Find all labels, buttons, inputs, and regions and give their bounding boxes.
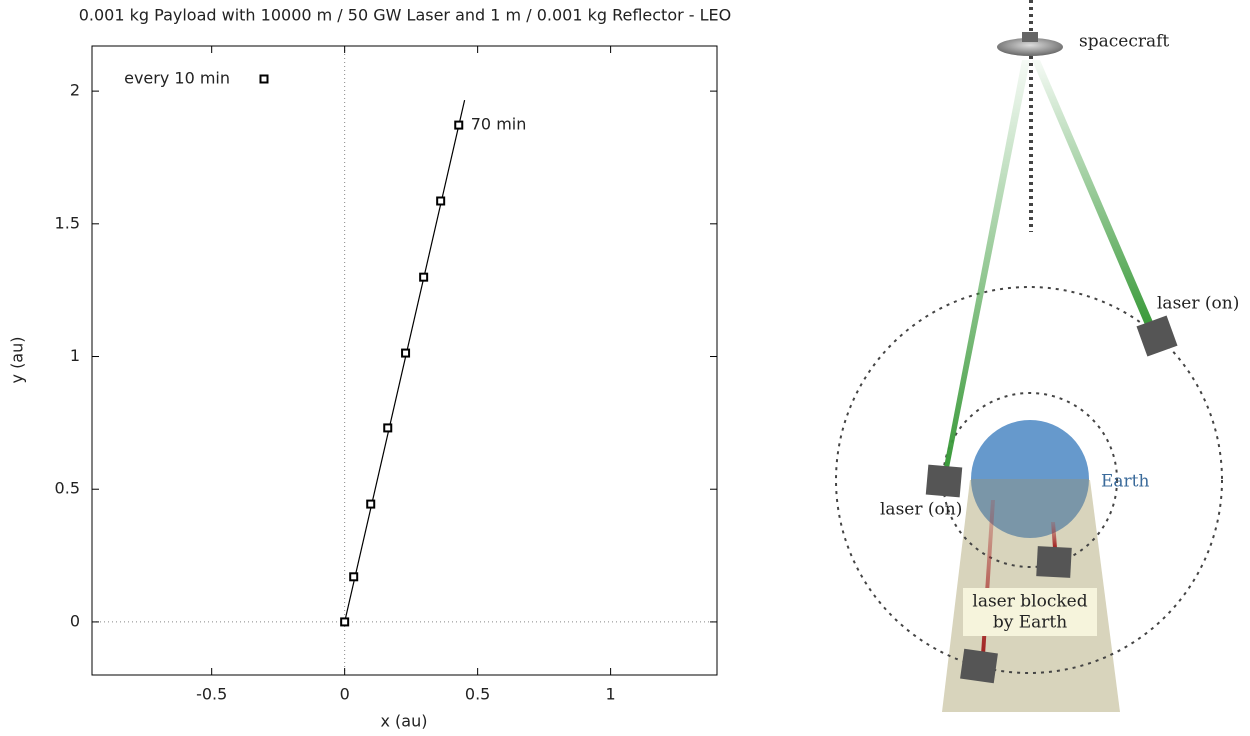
- beam: [944, 60, 1030, 468]
- point: [340, 617, 350, 627]
- point: [383, 423, 393, 433]
- point: [366, 499, 376, 509]
- label-box: [963, 588, 1097, 636]
- blocked-label: laser blocked: [972, 592, 1087, 612]
- point: [419, 272, 429, 282]
- laser-label: laser (on): [1157, 294, 1239, 314]
- blocked-beam: [1051, 522, 1057, 548]
- laser-station: [1136, 315, 1178, 357]
- legend-marker: [259, 74, 269, 84]
- legend-label: every 10 min: [124, 69, 230, 88]
- chart-title: 0.001 kg Payload with 10000 m / 50 GW La…: [79, 6, 732, 25]
- laser-station: [925, 464, 963, 498]
- laser-label: laser (on): [880, 500, 962, 520]
- y-tick-label: 2: [70, 81, 80, 100]
- earth-day: [971, 420, 1089, 479]
- point: [349, 572, 359, 582]
- point: [454, 120, 464, 130]
- x-axis-label: x (au): [381, 712, 428, 731]
- plot-frame: [91, 45, 718, 676]
- annotation: 70 min: [471, 115, 527, 134]
- y-tick-label: 1.5: [55, 213, 80, 232]
- trajectory-line: [344, 100, 466, 623]
- laser-station: [960, 648, 998, 684]
- x-tick-label: 1: [606, 685, 616, 704]
- x-tick-label: 0.5: [465, 685, 490, 704]
- y-tick-label: 1: [70, 346, 80, 365]
- spacecraft-top: [1022, 32, 1038, 42]
- point: [436, 196, 446, 206]
- laser-station: [1036, 546, 1072, 578]
- spacecraft-label: spacecraft: [1079, 32, 1169, 52]
- plot: -0.5 0 0.5 1 0 0.5 1 1.5 2 every 10 min 70 min: [55, 46, 717, 704]
- outer-orbit: [835, 286, 1223, 674]
- spacecraft: [997, 38, 1063, 56]
- earth-label: Earth: [1101, 472, 1150, 492]
- blocked-label: by Earth: [993, 613, 1067, 633]
- point: [401, 348, 411, 358]
- x-tick-label: -0.5: [196, 685, 227, 704]
- earth-night: [971, 479, 1089, 538]
- diagram: spacecraft laser (on) laser (on) Earth l…: [835, 0, 1239, 712]
- x-tick-label: 0: [340, 685, 350, 704]
- beam: [1032, 60, 1153, 325]
- y-tick-label: 0: [70, 611, 80, 630]
- y-tick-label: 0.5: [55, 479, 80, 498]
- y-axis-label: y (au): [8, 337, 27, 384]
